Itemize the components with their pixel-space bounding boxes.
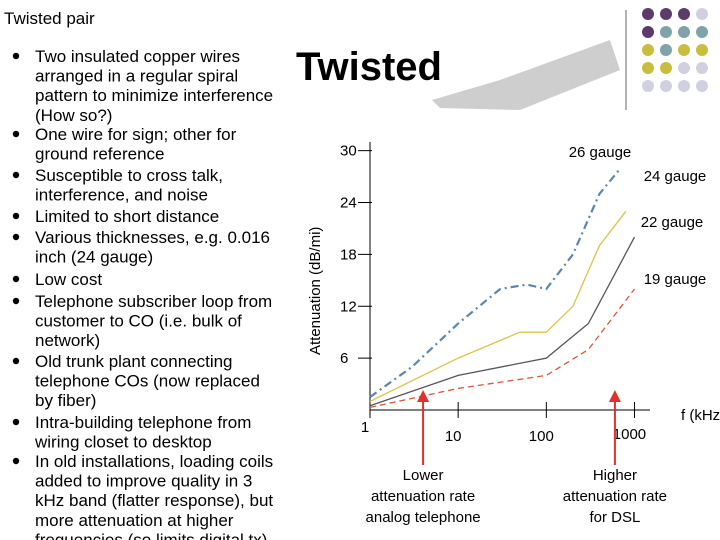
- bullet-text: more attenuation at higher: [35, 511, 234, 530]
- bullet-text: Intra-building telephone from: [35, 413, 251, 432]
- x-axis-label: f (kHz): [681, 407, 720, 424]
- x-tick-label: 100: [529, 428, 554, 445]
- bullet-marker: [12, 357, 20, 365]
- bullet-text: arranged in a regular spiral: [35, 67, 238, 86]
- bullet-marker: [12, 275, 20, 283]
- y-tick-label: 30: [340, 143, 357, 160]
- series-label: 24 gauge: [644, 168, 707, 185]
- heading: Twisted pair: [4, 9, 95, 28]
- annotation-text: Lower: [403, 467, 444, 484]
- series-line: [369, 288, 636, 409]
- x-tick-label: 1000: [613, 426, 646, 443]
- series-line: [369, 210, 627, 402]
- y-tick-label: 12: [340, 298, 357, 315]
- bullet-marker: [12, 130, 20, 138]
- y-tick-label: 18: [340, 246, 357, 263]
- bullet-marker: [12, 418, 20, 426]
- y-tick-label: 24: [340, 195, 357, 212]
- bullet-text: kHz band (flatter response), but: [35, 491, 273, 510]
- series-line: [369, 167, 622, 398]
- bullet-text: ground reference: [35, 145, 164, 164]
- bullet-text: pattern to minimize interference: [35, 86, 273, 105]
- bullet-marker: [12, 457, 20, 465]
- annotation-text: attenuation rate: [563, 488, 667, 505]
- y-axis-label: Attenuation (dB/mi): [307, 227, 324, 355]
- bullet-text: by fiber): [35, 391, 96, 410]
- bullet-text: (How so?): [35, 106, 112, 125]
- annotation-text: Higher: [593, 467, 637, 484]
- bullet-text: interference, and noise: [35, 186, 208, 205]
- series-line: [369, 236, 636, 407]
- bullet-text: Two insulated copper wires: [35, 47, 240, 66]
- x-tick-label: 10: [445, 428, 462, 445]
- bullet-marker: [12, 233, 20, 241]
- bullet-text: Various thicknesses, e.g. 0.016: [35, 228, 270, 247]
- decoration: [432, 8, 708, 110]
- chart: 6 12 18 24 30 1 10 100 1000 f (kHz) Attenuation (d…: [307, 142, 720, 526]
- bullet-text: inch (24 gauge): [35, 248, 153, 267]
- bullet-text: One wire for sign; other for: [35, 125, 237, 144]
- x-tick-label: 1: [361, 419, 369, 436]
- bullet-marker: [12, 297, 20, 305]
- bullet-marker: [12, 52, 20, 60]
- series-label: 22 gauge: [641, 214, 704, 231]
- bullet-text: customer to CO (i.e. bulk of: [35, 312, 242, 331]
- bullet-text: added to improve quality in 3: [35, 472, 252, 491]
- bullet-text: Limited to short distance: [35, 207, 219, 226]
- series-label: 19 gauge: [644, 271, 707, 288]
- bullet-text: telephone COs (now replaced: [35, 372, 260, 391]
- bullet-marker: [12, 171, 20, 179]
- annotation-text: attenuation rate: [371, 488, 475, 505]
- annotation-arrowhead: [417, 390, 430, 402]
- bullet-text: Susceptible to cross talk,: [35, 166, 223, 185]
- annotation-text: analog telephone: [366, 509, 481, 526]
- bullet-marker: [12, 212, 20, 220]
- bullet-text: wiring closet to desktop: [34, 433, 212, 452]
- bullet-text: network): [35, 331, 100, 350]
- bullet-text: Telephone subscriber loop from: [35, 292, 272, 311]
- bullet-text: Low cost: [35, 270, 102, 289]
- y-tick-label: 6: [340, 350, 348, 367]
- slide-title: Twisted: [296, 45, 442, 89]
- annotation-text: for DSL: [589, 509, 640, 526]
- bullet-text: Old trunk plant connecting: [35, 352, 233, 371]
- bullet-text: frequencies (so limits digital tx): [35, 530, 267, 540]
- annotation-arrowhead: [608, 390, 621, 402]
- bullet-text: In old installations, loading coils: [35, 452, 273, 471]
- series-label: 26 gauge: [569, 144, 632, 161]
